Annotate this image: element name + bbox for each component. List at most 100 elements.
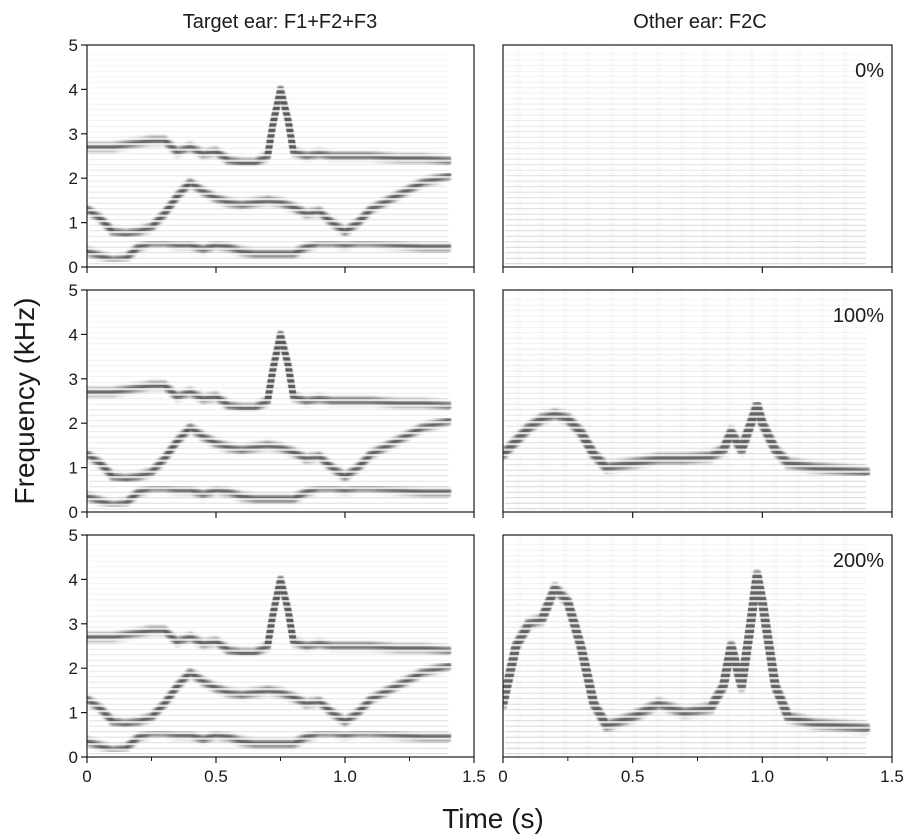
other-ear-row-2-harmonic-gap xyxy=(503,432,892,435)
target-ear-row-3-harmonic-gap xyxy=(87,743,474,746)
other-ear-row-2-harmonic-gap xyxy=(503,399,892,402)
other-ear-row-1-harmonic-gap xyxy=(503,104,892,107)
target-ear-row-3-harmonic-gap xyxy=(87,633,474,636)
target-ear-row-1-harmonic-gap xyxy=(87,242,474,245)
other-ear-row-2-harmonic-gap xyxy=(503,426,892,429)
target-ear-row-1-harmonic-gaps xyxy=(87,45,474,267)
target-ear-row-2-ytick-label: 1 xyxy=(69,459,78,478)
other-ear-row-3-harmonic-gap xyxy=(503,721,892,724)
other-ear-row-2-harmonic-gap xyxy=(503,437,892,440)
target-ear-row-1-harmonic-gap xyxy=(87,99,474,102)
target-ear-row-2-harmonic-gap xyxy=(87,410,474,413)
other-ear-row-3-harmonic-gap xyxy=(503,732,892,735)
other-ear-row-1-harmonic-gap xyxy=(503,82,892,85)
other-ear-row-1-harmonic-gap xyxy=(503,236,892,239)
other-ear-row-2-harmonic-gap xyxy=(503,454,892,457)
target-ear-row-3-panel: 0 1 2 3 4 5 0 0.5 1.0 1.5 xyxy=(69,526,486,786)
target-ear-row-1-panel: 0 1 2 3 4 5 xyxy=(69,36,475,277)
target-ear-row-1-harmonic-gap xyxy=(87,49,474,52)
other-ear-row-3-harmonic-gap xyxy=(503,600,892,603)
other-ear-row-2-harmonic-gap xyxy=(503,327,892,330)
other-ear-row-2-harmonic-gap xyxy=(503,481,892,484)
target-ear-row-2-ytick-label: 0 xyxy=(69,503,78,522)
other-ear-row-1-annotation: 0% xyxy=(855,60,884,82)
target-ear-row-2-harmonic-gap xyxy=(87,421,474,424)
target-ear-row-3-harmonic-gap xyxy=(87,550,474,553)
other-ear-row-3-annotation: 200% xyxy=(833,550,884,572)
other-ear-row-3-harmonic-gap xyxy=(503,594,892,597)
target-ear-row-3-xtick-label: 1.5 xyxy=(462,767,486,786)
target-ear-row-2-ytick-label: 5 xyxy=(69,281,78,300)
target-ear-row-1-harmonic-gap xyxy=(87,137,474,140)
target-ear-row-2-harmonic-gap xyxy=(87,503,474,506)
target-ear-row-1-harmonic-gap xyxy=(87,209,474,212)
target-ear-row-2-harmonic-gap xyxy=(87,470,474,473)
target-ear-row-1-harmonic-gap xyxy=(87,170,474,173)
other-ear-row-1-plot-area xyxy=(503,45,892,267)
target-ear-row-2-harmonic-gap xyxy=(87,349,474,352)
other-ear-row-2-harmonic-gap xyxy=(503,503,892,506)
target-ear-row-3-xtick-label: 0.5 xyxy=(204,767,228,786)
target-ear-row-2-plot-area xyxy=(87,290,474,512)
target-ear-row-3-harmonic-gap xyxy=(87,561,474,564)
target-ear-row-3-xtick-label: 0 xyxy=(82,767,91,786)
target-ear-row-1-ytick-label: 0 xyxy=(69,258,78,277)
target-ear-row-2-ytick-label: 3 xyxy=(69,370,78,389)
target-ear-row-2-harmonic-gap xyxy=(87,404,474,407)
other-ear-row-3-harmonic-gap xyxy=(503,644,892,647)
target-ear-row-3-harmonic-gap xyxy=(87,660,474,663)
other-ear-row-1-harmonic-gap xyxy=(503,143,892,146)
other-ear-row-3-xtick-label: 1.0 xyxy=(751,767,775,786)
other-ear-row-1-harmonic-gap xyxy=(503,137,892,140)
target-ear-row-2-harmonic-gap xyxy=(87,498,474,501)
other-ear-row-3-harmonic-gap xyxy=(503,589,892,592)
target-ear-row-3-harmonic-gap xyxy=(87,556,474,559)
other-ear-row-3-harmonic-gaps xyxy=(503,535,892,757)
other-ear-row-1-harmonic-gap xyxy=(503,60,892,63)
other-ear-row-1-harmonic-gap xyxy=(503,225,892,228)
target-ear-row-3-harmonic-gap xyxy=(87,666,474,669)
target-ear-row-3-harmonic-gap xyxy=(87,578,474,581)
target-ear-row-3-harmonic-gap xyxy=(87,699,474,702)
other-ear-row-2-f2c-track xyxy=(503,400,871,477)
other-ear-row-2-frame xyxy=(502,289,893,513)
other-ear-row-2-harmonic-gap xyxy=(503,300,892,303)
target-ear-row-2-harmonic-gap xyxy=(87,294,474,297)
target-ear-row-2-ytick-label: 2 xyxy=(69,414,78,433)
other-ear-row-3-harmonic-gap xyxy=(503,578,892,581)
target-ear-row-2-panel: 0 1 2 3 4 5 xyxy=(69,281,475,522)
other-ear-row-2-plot-area xyxy=(503,290,892,512)
other-ear-row-2-harmonic-gap xyxy=(503,410,892,413)
other-ear-row-2-harmonic-gap xyxy=(503,470,892,473)
target-ear-row-3-ytick-label: 1 xyxy=(69,704,78,723)
target-ear-row-3-ytick-label: 3 xyxy=(69,615,78,634)
other-ear-row-3-plot-area xyxy=(503,535,892,757)
target-ear-row-2-harmonic-gap xyxy=(87,360,474,363)
other-ear-row-1-harmonic-gap xyxy=(503,115,892,118)
other-ear-row-1-harmonic-gap xyxy=(503,49,892,52)
target-ear-row-2-harmonic-gap xyxy=(87,399,474,402)
other-ear-row-1-harmonic-gap xyxy=(503,121,892,124)
other-ear-row-3-harmonic-gap xyxy=(503,633,892,636)
other-ear-row-3-xtick-label: 0.5 xyxy=(621,767,645,786)
other-ear-row-1-harmonic-gap xyxy=(503,159,892,162)
other-ear-row-2-harmonic-gap xyxy=(503,311,892,314)
target-ear-row-3-harmonic-gap xyxy=(87,710,474,713)
other-ear-row-2-panel: 100% xyxy=(502,289,893,518)
other-ear-row-2-harmonic-gap xyxy=(503,492,892,495)
target-ear-row-3-harmonic-gap xyxy=(87,732,474,735)
target-ear-row-2-harmonic-gap xyxy=(87,300,474,303)
other-ear-row-3-harmonic-gap xyxy=(503,556,892,559)
other-ear-row-3-harmonic-gap xyxy=(503,699,892,702)
target-ear-row-3-harmonic-gap xyxy=(87,583,474,586)
target-ear-row-1-harmonic-gap xyxy=(87,77,474,80)
x-axis-label: Time (s) xyxy=(442,803,544,834)
target-ear-row-2-harmonic-gap xyxy=(87,393,474,396)
other-ear-row-1-harmonic-gap xyxy=(503,253,892,256)
other-ear-row-3-harmonic-gap xyxy=(503,545,892,548)
target-ear-row-3-harmonic-gap xyxy=(87,535,474,537)
target-ear-row-1-harmonic-gap xyxy=(87,214,474,217)
other-ear-row-3-harmonic-gap xyxy=(503,561,892,564)
target-ear-row-3-harmonic-gap xyxy=(87,704,474,707)
